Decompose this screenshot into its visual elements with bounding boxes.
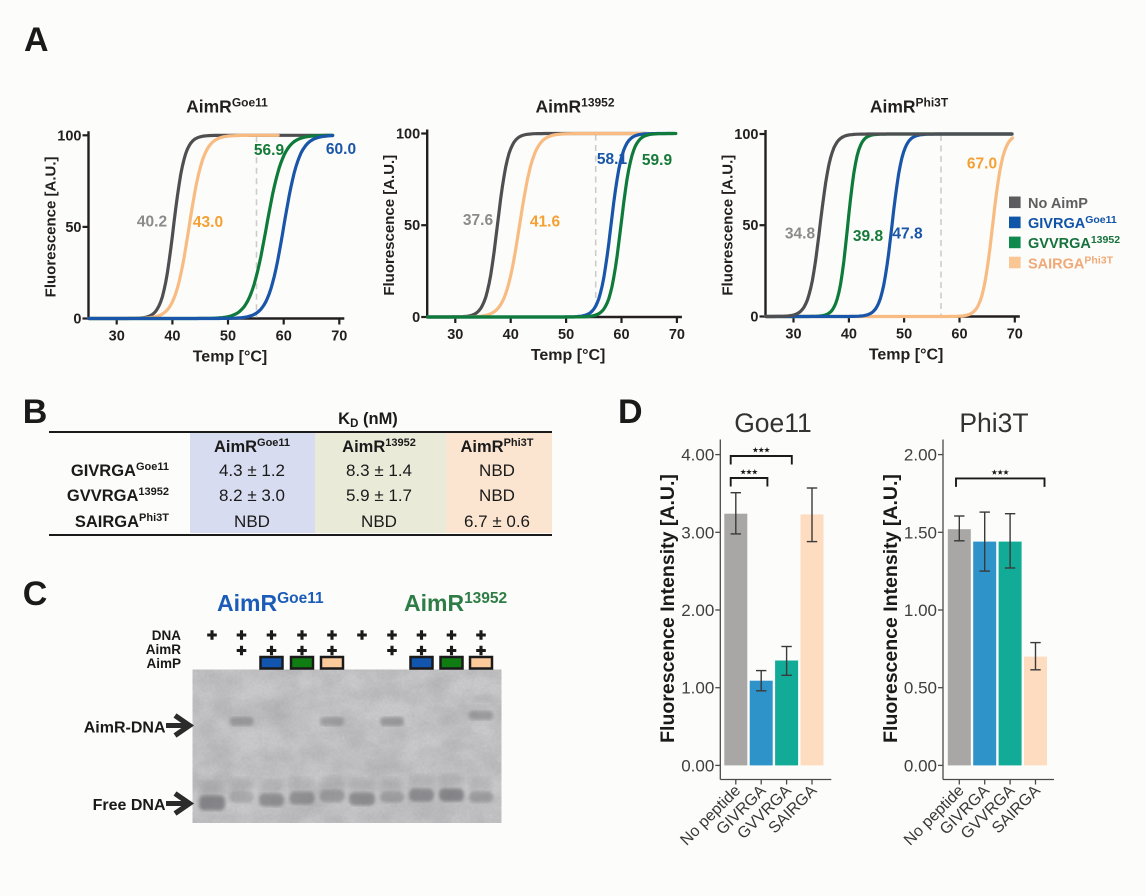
svg-text:30: 30 [109, 329, 125, 345]
svg-text:0.00: 0.00 [904, 756, 937, 775]
svg-text:40: 40 [841, 327, 857, 343]
svg-text:4.00: 4.00 [681, 446, 714, 465]
svg-text:41.6: 41.6 [530, 214, 561, 231]
svg-text:100: 100 [396, 127, 420, 143]
svg-text:Temp [°C]: Temp [°C] [869, 347, 944, 364]
svg-text:70: 70 [331, 329, 347, 345]
svg-text:Fluorescence [A.U.]: Fluorescence [A.U.] [720, 155, 737, 296]
svg-text:47.8: 47.8 [892, 226, 923, 243]
svg-text:Goe11: Goe11 [734, 408, 812, 438]
svg-text:2.00: 2.00 [681, 601, 714, 620]
svg-text:50: 50 [896, 327, 912, 343]
svg-text:50: 50 [404, 218, 420, 234]
svg-text:AimR-DNA: AimR-DNA [84, 720, 166, 737]
svg-text:50: 50 [65, 220, 81, 236]
svg-text:50: 50 [558, 327, 574, 343]
svg-text:Fluorescence [A.U.]: Fluorescence [A.U.] [381, 155, 398, 296]
svg-text:70: 70 [669, 327, 685, 343]
svg-text:40: 40 [503, 327, 519, 343]
svg-text:AimR: AimR [146, 642, 182, 657]
svg-text:70: 70 [1007, 327, 1023, 343]
svg-text:37.6: 37.6 [463, 212, 494, 229]
svg-text:Fluorescence Intensity [A.U.]: Fluorescence Intensity [A.U.] [657, 474, 679, 743]
svg-text:60: 60 [613, 327, 629, 343]
svg-text:No AimP: No AimP [1028, 196, 1088, 212]
svg-text:30: 30 [785, 327, 801, 343]
svg-text:Fluorescence Intensity [A.U.]: Fluorescence Intensity [A.U.] [880, 474, 902, 743]
svg-text:0: 0 [750, 310, 758, 326]
svg-text:0: 0 [73, 312, 81, 328]
svg-text:AimP: AimP [146, 656, 181, 671]
svg-text:58.1: 58.1 [597, 151, 628, 168]
svg-text:43.0: 43.0 [193, 214, 223, 231]
svg-text:30: 30 [447, 327, 463, 343]
svg-text:40.2: 40.2 [137, 214, 167, 231]
svg-text:60.0: 60.0 [326, 141, 356, 158]
svg-text:0: 0 [412, 310, 420, 326]
svg-text:1.00: 1.00 [904, 601, 937, 620]
svg-text:0.50: 0.50 [904, 679, 937, 698]
svg-text:100: 100 [57, 128, 81, 144]
svg-text:Phi3T: Phi3T [959, 408, 1028, 438]
svg-text:39.8: 39.8 [853, 228, 884, 245]
svg-text:67.0: 67.0 [967, 156, 997, 173]
svg-text:40: 40 [164, 329, 180, 345]
svg-text:60: 60 [951, 327, 967, 343]
svg-text:100: 100 [734, 127, 758, 143]
svg-text:60: 60 [276, 329, 292, 345]
svg-text:1.00: 1.00 [681, 679, 714, 698]
svg-text:DNA: DNA [152, 628, 181, 643]
svg-text:59.9: 59.9 [642, 152, 673, 169]
svg-text:2.00: 2.00 [904, 446, 937, 465]
svg-text:Free DNA: Free DNA [93, 797, 166, 814]
svg-text:Fluorescence [A.U.]: Fluorescence [A.U.] [43, 156, 60, 297]
svg-text:Temp [°C]: Temp [°C] [193, 349, 268, 366]
svg-text:56.9: 56.9 [254, 142, 285, 159]
svg-text:34.8: 34.8 [785, 226, 816, 243]
svg-text:50: 50 [220, 329, 236, 345]
svg-text:0.00: 0.00 [681, 756, 714, 775]
svg-text:3.00: 3.00 [681, 523, 714, 542]
svg-text:50: 50 [742, 218, 758, 234]
svg-text:1.50: 1.50 [904, 523, 937, 542]
svg-text:Temp [°C]: Temp [°C] [531, 347, 606, 364]
